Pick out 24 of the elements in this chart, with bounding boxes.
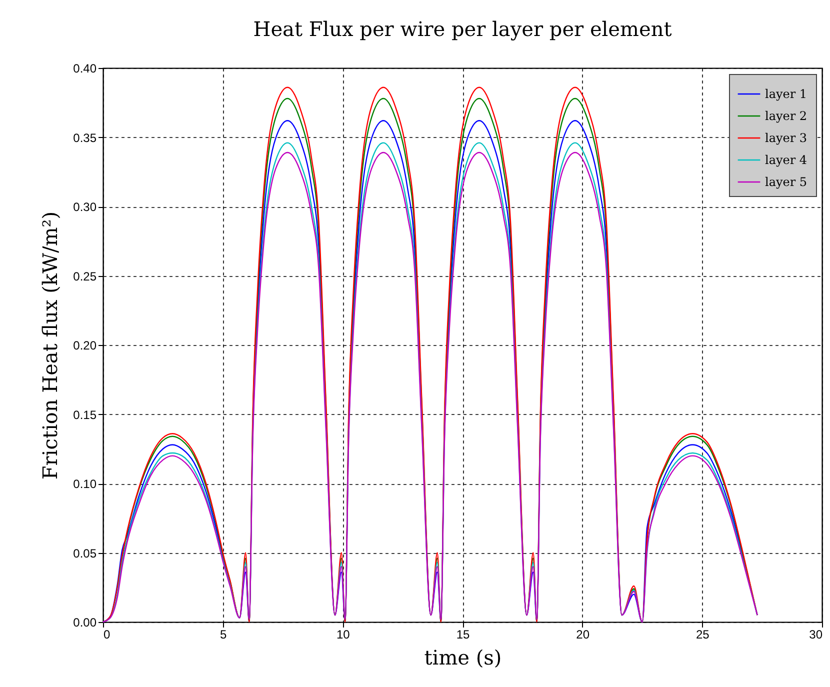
y-tick-label: 0.00 <box>73 616 97 630</box>
x-tick-label: 15 <box>456 628 470 642</box>
y-tick-label: 0.25 <box>73 269 97 284</box>
y-tick-label: 0.05 <box>73 546 97 560</box>
chart-title: Heat Flux per wire per layer per element <box>253 17 672 41</box>
x-tick-label: 25 <box>696 628 710 642</box>
legend-label: layer 2 <box>765 109 808 123</box>
x-tick-label: 20 <box>576 628 590 642</box>
y-tick-label: 0.40 <box>73 62 97 76</box>
y-tick-label: 0.15 <box>73 408 97 422</box>
x-axis-title: time (s) <box>424 646 502 670</box>
y-axis-title: Friction Heat flux (kW/m²) <box>38 211 62 480</box>
y-tick-label: 0.20 <box>73 338 97 352</box>
legend-label: layer 3 <box>765 131 808 145</box>
x-tick-label: 0 <box>104 628 110 642</box>
x-tick-label: 30 <box>809 628 823 642</box>
legend-label: layer 1 <box>765 87 808 101</box>
x-tick-label: 5 <box>220 628 227 642</box>
legend-label: layer 4 <box>765 153 808 167</box>
y-tick-label: 0.10 <box>73 477 97 491</box>
y-tick-label: 0.30 <box>73 200 97 214</box>
legend-label: layer 5 <box>765 175 808 189</box>
y-tick-label: 0.35 <box>73 130 97 145</box>
x-tick-label: 10 <box>336 628 350 642</box>
